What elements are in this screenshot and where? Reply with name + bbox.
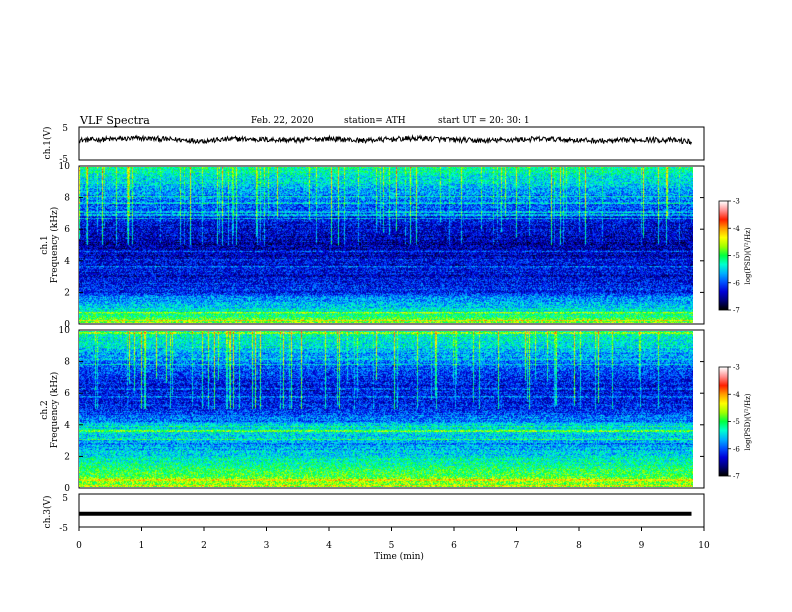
ch2-colorbar-holder	[719, 367, 728, 476]
ch1-waveform-panel: ch.1(V) 5 -5	[42, 124, 705, 165]
ch2-spectrogram-ytick-label: 0	[64, 484, 70, 494]
ch2-spectrogram-ytick-label: 4	[64, 421, 70, 431]
ch2-spectrogram-ytick-label: 10	[59, 326, 71, 336]
figure-title: VLF Spectra	[79, 114, 150, 127]
ch2-colorbar-label: log(PSD)(V²/Hz)	[744, 393, 752, 450]
ch2-spectrogram-heatmap	[79, 331, 693, 487]
time-axis-tick-label: 0	[76, 541, 82, 551]
time-axis-ticks: 0 1 2 3 4 5 6 7 8 9 10	[76, 527, 710, 551]
time-axis-tick-label: 10	[698, 541, 710, 551]
ch2-spectrogram-yticks: 10 8 6 4 2 0	[59, 326, 704, 494]
ch1-spectrogram-ytick-label: 0	[64, 320, 70, 330]
ch1-colorbar-tick-label: -5	[733, 252, 740, 260]
ch2-spectrogram-image-holder	[79, 331, 693, 487]
ch3-waveform-ytick-top: 5	[62, 494, 68, 504]
ch1-spectrogram-ytick-label: 4	[64, 257, 70, 267]
ch1-spectrogram-image-holder	[79, 167, 693, 323]
ch1-colorbar-tick-label: -6	[733, 279, 740, 287]
ch2-spectrogram-panel: ch.2 Frequency (kHz) 10 8 6 4 2 0	[40, 326, 705, 494]
time-axis-tick-label: 1	[139, 541, 145, 551]
time-axis-tick-label: 5	[389, 541, 395, 551]
time-axis-tick-label: 9	[639, 541, 645, 551]
ch3-waveform-ylabel: ch.3(V)	[42, 496, 53, 529]
time-axis-tick-label: 8	[576, 541, 582, 551]
ch2-spectrogram-ylabel-frequency: Frequency (kHz)	[49, 372, 60, 449]
ch1-waveform-trace	[79, 134, 692, 146]
ch2-spectrogram-ytick-label: 2	[64, 452, 70, 462]
date-label: Feb. 22, 2020	[251, 116, 314, 126]
time-axis-tick-label: 7	[514, 541, 520, 551]
ch1-colorbar-label: log(PSD)(V²/Hz)	[744, 227, 752, 284]
ch1-spectrogram-ytick-label: 8	[64, 194, 70, 204]
ch1-colorbar-tick-label: -3	[733, 198, 740, 206]
ch1-spectrogram-ytick-label: 2	[64, 288, 70, 298]
ch2-colorbar-tick-label: -6	[733, 445, 740, 453]
station-label: station= ATH	[344, 116, 406, 126]
ch2-spectrogram-ylabel-channel: ch.2	[40, 400, 50, 419]
ch2-colorbar-ticks: -3 -4 -5 -6 -7	[728, 364, 740, 481]
ch3-waveform-panel: ch.3(V) 5 -5 0 1 2 3 4 5 6 7 8 9 10 Time (min)	[42, 493, 710, 562]
ch1-spectrogram-ylabel-frequency: Frequency (kHz)	[49, 207, 60, 284]
ch3-waveform-frame	[78, 493, 705, 528]
start-time-label: start UT = 20: 30: 1	[438, 116, 530, 126]
ch1-spectrogram-panel: ch.1 Frequency (kHz) 10 8 6 4 2 0	[40, 162, 705, 330]
ch2-spectrogram-ytick-label: 6	[64, 389, 70, 399]
ch2-spectrogram-ytick-label: 8	[64, 358, 70, 368]
ch1-spectrogram-yticks: 10 8 6 4 2 0	[59, 162, 704, 330]
ch1-waveform-ytick-bottom: -5	[59, 155, 68, 165]
ch1-colorbar-holder	[719, 201, 728, 310]
ch1-waveform-ytick-top: 5	[62, 124, 68, 134]
ch1-spectrogram-ytick-label: 6	[64, 225, 70, 235]
time-axis-tick-label: 4	[326, 541, 332, 551]
ch2-colorbar-tick-label: -5	[733, 418, 740, 426]
ch1-spectrogram-ylabel-channel: ch.1	[40, 235, 50, 254]
ch1-spectrogram-ytick-label: 10	[59, 162, 71, 172]
ch2-colorbar-tick-label: -4	[733, 391, 740, 399]
ch1-colorbar-tick-label: -7	[733, 307, 740, 315]
ch2-colorbar: -3 -4 -5 -6 -7 log(PSD)(V²/Hz)	[718, 364, 752, 481]
ch1-waveform-frame	[78, 126, 705, 161]
ch2-colorbar-tick-label: -3	[733, 364, 740, 372]
ch1-colorbar-ticks: -3 -4 -5 -6 -7	[728, 198, 740, 315]
ch2-colorbar-gradient	[719, 367, 728, 476]
time-axis-tick-label: 3	[264, 541, 270, 551]
ch2-colorbar-tick-label: -7	[733, 473, 740, 481]
ch3-waveform-ytick-bottom: -5	[59, 524, 68, 534]
ch1-spectrogram-heatmap	[79, 167, 693, 323]
time-axis-tick-label: 6	[451, 541, 457, 551]
time-axis-tick-label: 2	[201, 541, 207, 551]
ch1-colorbar-gradient	[719, 201, 728, 310]
ch1-colorbar: -3 -4 -5 -6 -7 log(PSD)(V²/Hz)	[718, 198, 752, 315]
time-axis-label: Time (min)	[374, 551, 424, 562]
ch1-colorbar-tick-label: -4	[733, 225, 740, 233]
ch1-waveform-ylabel: ch.1(V)	[42, 127, 53, 160]
